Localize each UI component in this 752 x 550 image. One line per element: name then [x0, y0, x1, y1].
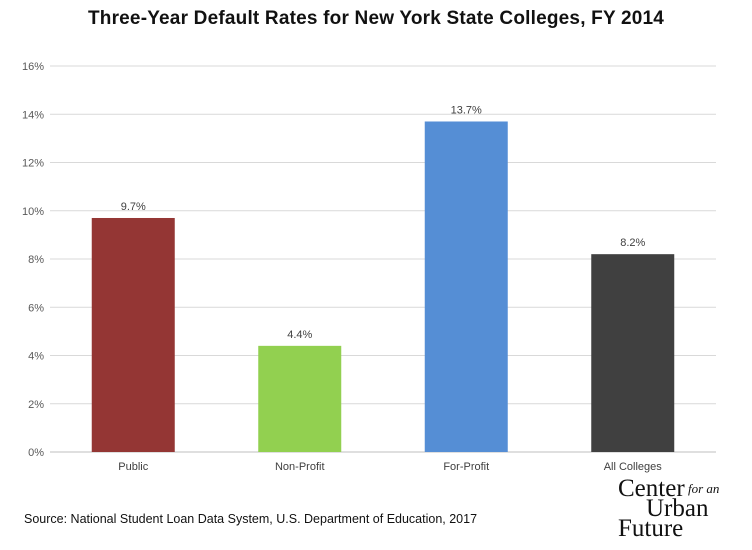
- logo-text-center: Center: [618, 475, 685, 502]
- bar-for-profit: [424, 121, 508, 453]
- x-axis-ticks: Public Non-Profit For-Profit All Colleges: [118, 461, 662, 473]
- x-tick-label: Non-Profit: [275, 461, 325, 473]
- data-label: 4.4%: [287, 329, 312, 341]
- center-for-urban-future-logo: Center for an Urban Future: [614, 476, 724, 546]
- x-tick-label: For-Profit: [443, 461, 489, 473]
- bar-all-colleges: [591, 254, 675, 452]
- x-tick-label: Public: [118, 461, 148, 473]
- y-tick-label: 8%: [28, 254, 44, 266]
- logo-text-for-an: for an: [688, 481, 720, 496]
- x-tick-label: All Colleges: [604, 461, 663, 473]
- chart-title: Three-Year Default Rates for New York St…: [87, 8, 665, 29]
- y-tick-label: 16%: [22, 61, 44, 73]
- y-tick-label: 14%: [22, 109, 44, 121]
- bar-public: [91, 217, 175, 452]
- data-label: 13.7%: [451, 104, 482, 116]
- y-axis-ticks: 0% 2% 4% 6% 8% 10% 12% 14% 16%: [22, 61, 44, 459]
- data-label: 8.2%: [620, 237, 645, 249]
- bar-non-profit: [258, 345, 342, 452]
- source-note: Source: National Student Loan Data Syste…: [24, 512, 478, 526]
- y-tick-label: 2%: [28, 399, 44, 411]
- y-tick-label: 12%: [22, 158, 44, 170]
- y-tick-label: 6%: [28, 302, 44, 314]
- y-tick-label: 10%: [22, 206, 44, 218]
- data-labels: 9.7% 4.4% 13.7% 8.2%: [121, 104, 646, 340]
- y-tick-label: 4%: [28, 351, 44, 363]
- y-tick-label: 0%: [28, 447, 44, 459]
- logo-text-urban: Urban: [646, 495, 709, 522]
- data-label: 9.7%: [121, 201, 146, 213]
- logo-text-future: Future: [618, 515, 684, 542]
- bars: [91, 121, 675, 453]
